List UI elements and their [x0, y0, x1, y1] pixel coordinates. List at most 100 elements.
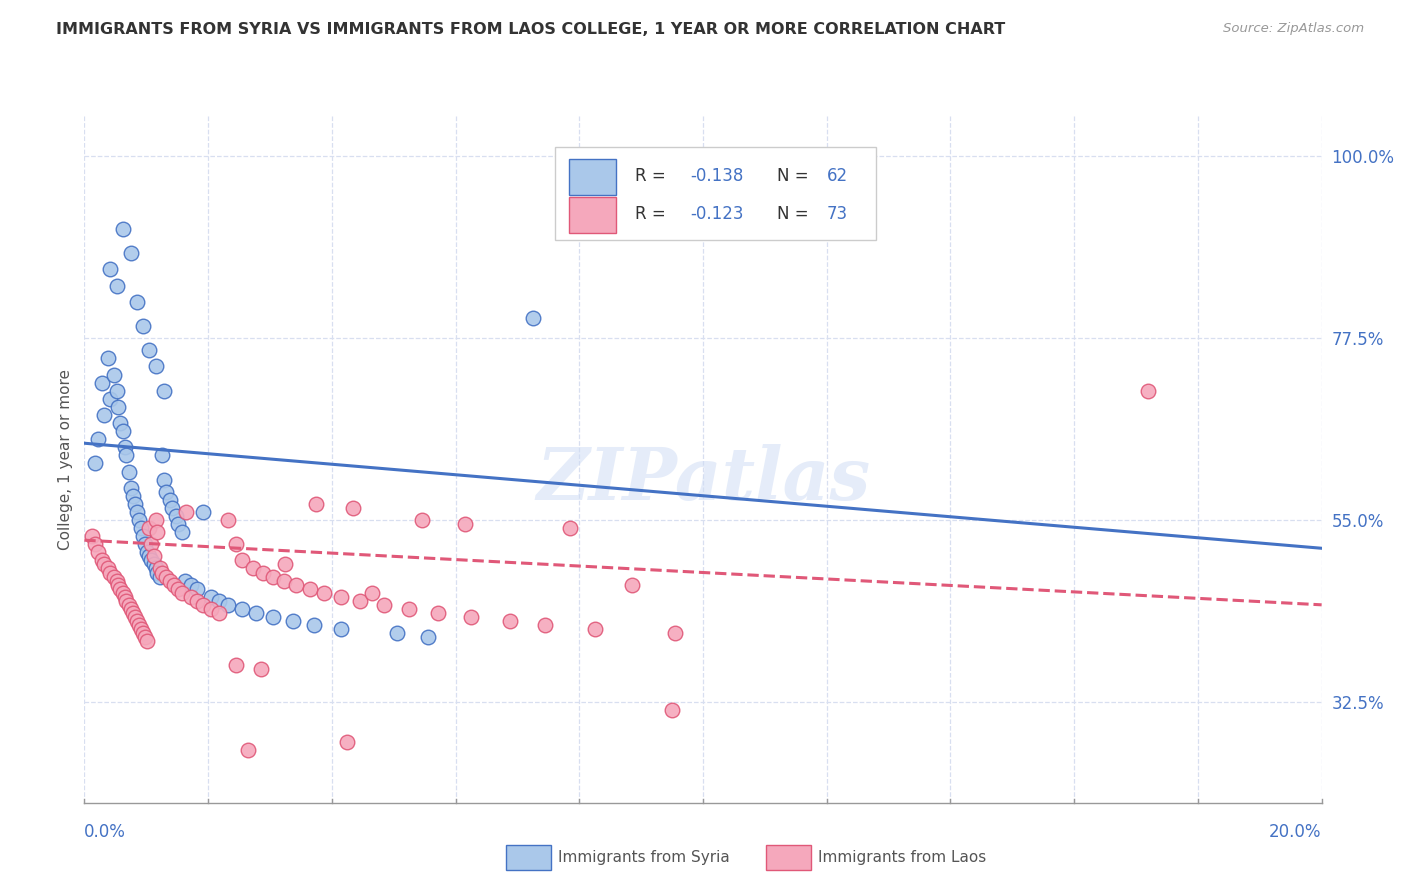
Point — [155, 484, 177, 499]
Point — [330, 590, 353, 604]
Point — [125, 614, 148, 628]
Point — [114, 590, 136, 604]
Point — [87, 432, 110, 446]
Point — [93, 558, 115, 572]
Point — [159, 492, 181, 507]
Point — [136, 634, 159, 648]
Point — [129, 521, 152, 535]
Point — [499, 614, 522, 628]
Point — [274, 558, 297, 572]
Text: 0.0%: 0.0% — [84, 823, 127, 841]
Point — [115, 448, 138, 462]
Point — [150, 566, 173, 580]
Point — [172, 585, 194, 599]
Point — [245, 606, 267, 620]
FancyBboxPatch shape — [554, 147, 876, 240]
Point — [115, 594, 138, 608]
Text: 20.0%: 20.0% — [1270, 823, 1322, 841]
Text: Source: ZipAtlas.com: Source: ZipAtlas.com — [1223, 22, 1364, 36]
Point — [454, 516, 477, 531]
Point — [284, 577, 307, 591]
Point — [191, 505, 214, 519]
Point — [262, 610, 284, 624]
Point — [217, 598, 239, 612]
Point — [661, 703, 683, 717]
Point — [111, 585, 134, 599]
Point — [304, 618, 326, 632]
Point — [120, 602, 142, 616]
Point — [180, 577, 202, 591]
Point — [373, 598, 395, 612]
Point — [121, 489, 143, 503]
Point — [145, 359, 167, 374]
Point — [160, 500, 183, 515]
Point — [98, 566, 121, 580]
Point — [299, 582, 322, 596]
Point — [128, 513, 150, 527]
Point — [252, 566, 274, 580]
Point — [398, 602, 420, 616]
Text: N =: N = — [778, 167, 814, 185]
Point — [87, 545, 110, 559]
Point — [262, 569, 284, 583]
Point — [167, 582, 190, 596]
Point — [330, 622, 353, 636]
Point — [155, 569, 177, 583]
Point — [146, 566, 169, 580]
Point — [305, 497, 328, 511]
Point — [132, 529, 155, 543]
Text: -0.123: -0.123 — [690, 205, 744, 223]
Point — [134, 630, 156, 644]
Point — [522, 310, 544, 325]
Point — [141, 537, 163, 551]
Point — [460, 610, 482, 624]
Point — [167, 516, 190, 531]
Point — [361, 585, 384, 599]
Point — [110, 582, 132, 596]
Point — [416, 630, 439, 644]
Point — [80, 529, 103, 543]
Point — [176, 505, 198, 519]
Text: -0.138: -0.138 — [690, 167, 744, 185]
Point — [132, 319, 155, 334]
Point — [249, 663, 271, 677]
FancyBboxPatch shape — [569, 197, 616, 233]
Point — [97, 351, 120, 366]
Point — [558, 521, 581, 535]
Point — [138, 343, 160, 358]
Point — [152, 384, 174, 398]
Point — [159, 574, 181, 588]
Point — [129, 622, 152, 636]
Point — [165, 508, 187, 523]
Point — [411, 513, 433, 527]
Point — [231, 553, 253, 567]
Point — [208, 594, 231, 608]
Point — [103, 368, 125, 382]
Point — [180, 590, 202, 604]
Point — [385, 626, 408, 640]
Point — [217, 513, 239, 527]
Point — [118, 598, 141, 612]
Text: Immigrants from Syria: Immigrants from Syria — [558, 850, 730, 864]
Point — [105, 278, 128, 293]
Point — [200, 590, 222, 604]
Point — [98, 392, 121, 406]
Point — [1137, 384, 1160, 398]
Point — [125, 294, 148, 309]
Point — [200, 602, 222, 616]
Point — [107, 400, 129, 414]
Point — [136, 545, 159, 559]
Point — [242, 561, 264, 575]
Point — [132, 626, 155, 640]
Point — [342, 500, 364, 515]
Text: R =: R = — [636, 167, 671, 185]
Point — [186, 582, 208, 596]
Point — [149, 569, 172, 583]
Point — [208, 606, 231, 620]
Point — [314, 585, 336, 599]
Text: N =: N = — [778, 205, 814, 223]
Point — [173, 574, 195, 588]
Text: 73: 73 — [827, 205, 848, 223]
Point — [125, 505, 148, 519]
Point — [142, 558, 165, 572]
